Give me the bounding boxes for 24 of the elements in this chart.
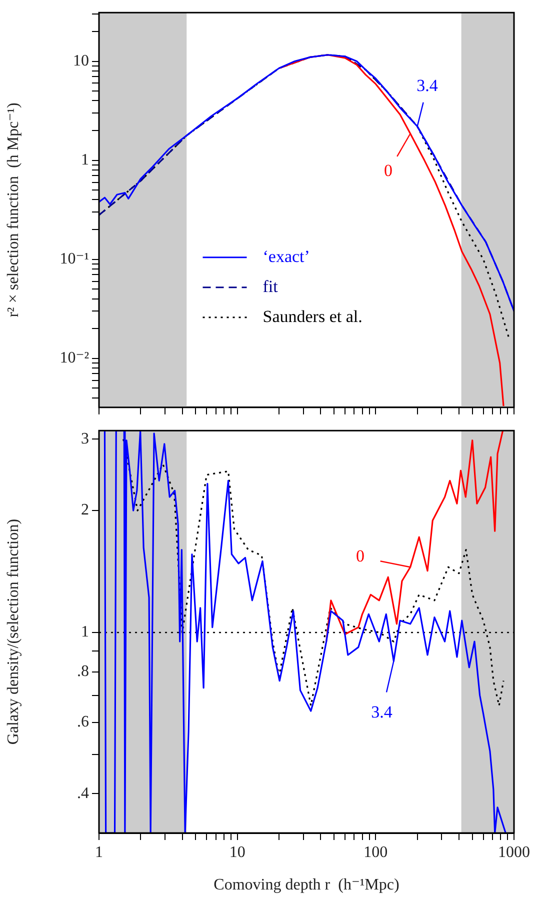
legend-label: fit [262,276,278,296]
annotation: 0 [356,546,365,566]
y-tick-label: 10⁻² [60,350,90,367]
x-tick-label: 100 [364,844,388,861]
y-tick-label: 1 [81,152,89,169]
y-tick-label: 1 [81,624,89,641]
y-tick-label: .6 [77,714,89,731]
y-tick-label: 2 [81,502,89,519]
legend-label: ‘exact’ [262,246,310,266]
y-tick-label: 10⁻¹ [60,250,90,268]
annotation: 0 [384,161,393,180]
y-tick-label: .4 [77,784,89,802]
x-tick-label: 10 [229,844,246,861]
legend-label: Saunders et al. [262,306,362,326]
x-tick-label: 1 [95,844,103,861]
y-tick-label: .8 [77,662,89,680]
x-tick-label: 1000 [498,844,530,861]
y-axis-title: Galaxy density/(selection function) [4,518,22,745]
y-tick-label: 3 [81,430,89,448]
x-axis-title: Comoving depth r (h⁻¹Mpc) [214,876,400,894]
annotation: 3.4 [416,76,438,95]
y-tick-label: 10 [73,52,89,70]
y-axis-title: r² × selection function (h Mpc⁻¹) [4,102,22,318]
annotation: 3.4 [371,702,393,722]
